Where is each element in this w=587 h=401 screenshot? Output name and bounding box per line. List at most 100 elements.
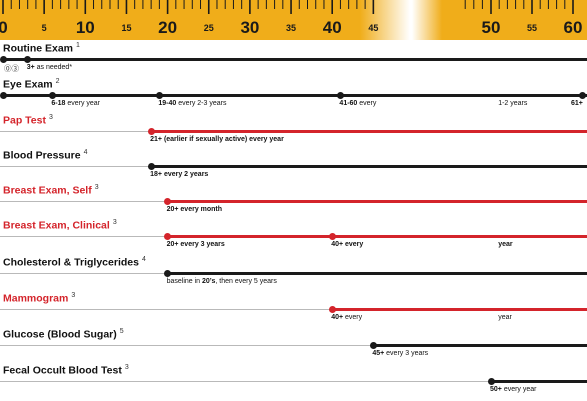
footnote-marker: 3 bbox=[71, 292, 76, 299]
interval-label-text: every year bbox=[65, 100, 101, 107]
footnote-marker: 3 bbox=[112, 219, 117, 226]
interval-label-text: every year bbox=[501, 386, 537, 393]
row-fecal-occult: Fecal Occult Blood Test 3 50+ every year bbox=[0, 364, 587, 400]
row-title-text: Fecal Occult Blood Test bbox=[3, 364, 122, 377]
footnote-marker: 1 bbox=[76, 42, 80, 49]
start-age-marker bbox=[369, 342, 377, 349]
row-title: Glucose (Blood Sugar) 5 bbox=[3, 328, 124, 341]
row-title-text: Glucose (Blood Sugar) bbox=[3, 328, 117, 341]
interval-label-age: 18+ every 2 years bbox=[150, 171, 209, 178]
interval-label-age: 40+ bbox=[331, 314, 344, 321]
interval-label-age: 40+ every bbox=[331, 241, 364, 248]
row-blood-pressure: Blood Pressure 4 18+ every 2 years bbox=[0, 149, 587, 185]
start-age-marker bbox=[24, 56, 32, 63]
interval-label-text: every bbox=[357, 100, 377, 107]
interval-label-age: 21+ (earlier if sexually active) every y… bbox=[150, 136, 284, 143]
footnote-marker: 3 bbox=[94, 184, 99, 191]
interval-label: 21+ (earlier if sexually active) every y… bbox=[150, 136, 284, 143]
inactive-range-line bbox=[0, 381, 491, 382]
footnote-marker: 3 bbox=[124, 364, 129, 371]
row-title: Blood Pressure 4 bbox=[3, 149, 88, 162]
interval-label: 61+ bbox=[571, 100, 583, 107]
ruler-label: 40 bbox=[323, 18, 342, 37]
interval-label-age: 6-18 bbox=[51, 100, 66, 107]
inactive-range-line bbox=[0, 131, 152, 132]
interval-label: 50+ every year bbox=[490, 386, 537, 393]
interval-label-age: 20+ every month bbox=[166, 206, 223, 213]
footnote-marker: 3 bbox=[48, 114, 53, 121]
start-age-marker bbox=[0, 56, 7, 63]
start-age-marker bbox=[328, 306, 336, 313]
interval-label: 45+ every 3 years bbox=[372, 350, 428, 357]
interval-label-text: year bbox=[498, 314, 512, 321]
interval-label-age: 19-40 bbox=[158, 100, 177, 107]
row-routine-exam: Routine Exam 1 ⓪③ 3+ as needed* bbox=[0, 42, 587, 78]
ruler-labels: 0 5 10 15 20 25 30 35 40 45 50 55 60 bbox=[0, 18, 582, 37]
inactive-range-line bbox=[0, 201, 168, 202]
row-title-text: Eye Exam bbox=[3, 78, 53, 91]
ruler-body-right bbox=[412, 0, 587, 40]
interval-label: 40+ every bbox=[331, 314, 362, 321]
footnote-marker: 4 bbox=[141, 256, 146, 263]
interval-label-age: 45+ bbox=[372, 350, 385, 357]
inactive-range-line bbox=[0, 166, 152, 167]
screening-range-line bbox=[151, 165, 587, 168]
row-title: Cholesterol & Triglycerides 4 bbox=[3, 256, 146, 269]
start-age-marker bbox=[147, 128, 155, 135]
ruler-label: 25 bbox=[204, 23, 214, 33]
row-title: Mammogram 3 bbox=[3, 292, 75, 305]
row-title-text: Mammogram bbox=[3, 292, 69, 305]
screening-range-line bbox=[151, 130, 587, 133]
screening-range-line bbox=[332, 308, 587, 311]
start-age-marker bbox=[336, 92, 344, 99]
inactive-range-line bbox=[0, 345, 374, 346]
interval-label-age: 61+ bbox=[571, 100, 583, 107]
interval-label-age: 20+ every 3 years bbox=[166, 241, 225, 248]
footnote-marker: 2 bbox=[55, 78, 60, 85]
row-title: Breast Exam, Clinical 3 bbox=[3, 219, 117, 232]
row-title-text: Cholesterol & Triglycerides bbox=[3, 256, 139, 269]
interval-label: 3+ as needed* bbox=[27, 64, 72, 71]
ruler-label: 10 bbox=[76, 18, 95, 37]
row-title: Routine Exam 1 bbox=[3, 42, 80, 55]
interval-label: 20+ every month bbox=[167, 206, 222, 213]
interval-label-text: , then every 5 years bbox=[215, 278, 277, 285]
interval-label-age: 41-60 bbox=[339, 100, 358, 107]
row-title-text: Breast Exam, Clinical bbox=[3, 219, 110, 232]
row-title: Fecal Occult Blood Test 3 bbox=[3, 364, 129, 377]
screening-range-line bbox=[167, 200, 587, 203]
screening-range-line bbox=[491, 380, 587, 383]
ruler-label: 0 bbox=[0, 18, 8, 37]
interval-label-text: every 3 years bbox=[384, 350, 429, 357]
interval-label-text: as needed* bbox=[34, 64, 73, 71]
interval-label-age: 20’s bbox=[202, 278, 216, 285]
interval-label: 6-18 every year bbox=[51, 100, 100, 107]
interval-label: 40+ every bbox=[331, 241, 363, 248]
row-breast-exam-self: Breast Exam, Self 3 20+ every month bbox=[0, 184, 587, 220]
inactive-range-line bbox=[0, 273, 168, 274]
interval-label: year bbox=[498, 241, 512, 248]
interval-label-age: 50+ bbox=[490, 386, 502, 393]
row-glucose: Glucose (Blood Sugar) 5 45+ every 3 years bbox=[0, 328, 587, 364]
row-cholesterol: Cholesterol & Triglycerides 4 baseline in … bbox=[0, 256, 587, 292]
row-title: Breast Exam, Self 3 bbox=[3, 184, 99, 197]
interval-label: baseline in 20’s, then every 5 years bbox=[167, 278, 277, 285]
age-ruler: 0 5 10 15 20 25 30 35 40 45 50 55 60 bbox=[0, 0, 587, 40]
footnote-marker: 5 bbox=[119, 328, 124, 335]
ruler-label: 15 bbox=[121, 23, 131, 33]
row-title-text: Routine Exam bbox=[3, 42, 74, 55]
interval-label-text: baseline in bbox=[166, 278, 203, 285]
row-mammogram: Mammogram 3 40+ every year bbox=[0, 292, 587, 328]
ruler-ticks bbox=[2, 0, 574, 14]
inactive-range-line bbox=[0, 309, 333, 310]
interval-label-text: 1-2 years bbox=[498, 100, 528, 107]
row-title: Eye Exam 2 bbox=[3, 78, 60, 91]
ruler-body-left bbox=[0, 0, 410, 40]
interval-label: 41-60 every bbox=[339, 100, 376, 107]
start-age-marker bbox=[155, 92, 163, 99]
start-age-marker bbox=[164, 270, 172, 277]
interval-label-age: 3+ bbox=[26, 64, 35, 71]
interval-label-age: year bbox=[498, 241, 513, 248]
interval-label: 19-40 every 2-3 years bbox=[158, 100, 226, 107]
ruler-label: 30 bbox=[240, 18, 259, 37]
